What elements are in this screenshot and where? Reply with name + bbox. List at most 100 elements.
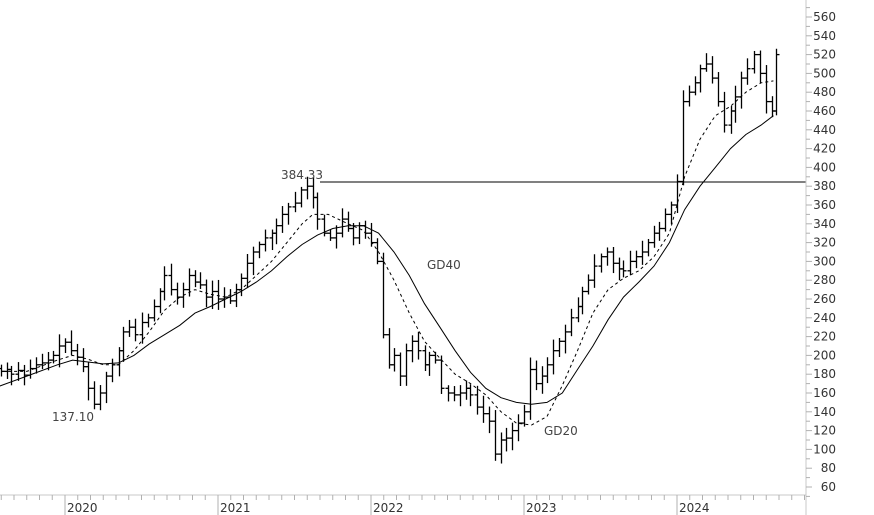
price-bar bbox=[521, 404, 528, 427]
price-bar bbox=[192, 270, 199, 288]
price-bar bbox=[80, 348, 87, 373]
y-tick-label: 80 bbox=[821, 461, 836, 475]
price-bar bbox=[244, 254, 251, 289]
price-bar bbox=[368, 222, 375, 247]
price-bars bbox=[0, 48, 780, 464]
price-bar bbox=[356, 222, 363, 245]
x-year-label: 2023 bbox=[526, 501, 557, 515]
price-bar bbox=[645, 238, 652, 257]
price-bar bbox=[27, 359, 34, 379]
price-bar bbox=[757, 50, 764, 84]
price-bar bbox=[391, 348, 398, 372]
y-tick-label: 340 bbox=[813, 217, 836, 231]
price-bar bbox=[498, 432, 505, 464]
price-bar bbox=[651, 225, 658, 248]
price-bar bbox=[403, 343, 410, 386]
high-label: 384.33 bbox=[281, 168, 323, 182]
y-tick-label: 260 bbox=[813, 292, 836, 306]
price-bar bbox=[656, 221, 663, 241]
y-tick-label: 500 bbox=[813, 66, 836, 80]
price-bar bbox=[457, 385, 464, 407]
price-bar bbox=[426, 351, 433, 376]
price-bar bbox=[221, 287, 228, 308]
price-bar bbox=[627, 250, 634, 276]
price-bar bbox=[480, 395, 487, 423]
price-bar bbox=[56, 334, 63, 368]
price-bar bbox=[422, 345, 429, 371]
y-tick-label: 460 bbox=[813, 104, 836, 118]
price-bar bbox=[633, 250, 640, 269]
price-bar bbox=[126, 319, 133, 337]
price-bar bbox=[763, 65, 770, 114]
price-bar bbox=[109, 358, 116, 383]
price-bar bbox=[562, 324, 569, 354]
price-bar bbox=[380, 252, 387, 339]
y-axis-ticks: 560 540 520 500 480 460 440 420 400 380 360 340 320 3… bbox=[806, 7, 836, 497]
gd40-label: GD40 bbox=[427, 258, 461, 272]
price-bar bbox=[732, 85, 739, 123]
price-bar bbox=[151, 299, 158, 322]
y-tick-label: 120 bbox=[813, 424, 836, 438]
y-tick-label: 220 bbox=[813, 330, 836, 344]
gd20-moving-average-line bbox=[0, 80, 774, 426]
price-bar bbox=[91, 381, 98, 410]
x-axis-ticks: 2020 2021 2022 2023 2024 bbox=[0, 495, 805, 515]
price-bar bbox=[362, 220, 369, 239]
price-bar bbox=[509, 422, 516, 451]
price-bar bbox=[662, 208, 669, 232]
y-tick-label: 240 bbox=[813, 311, 836, 325]
price-bar bbox=[250, 246, 257, 276]
price-bar bbox=[773, 48, 780, 116]
price-bar bbox=[721, 91, 728, 133]
y-tick-label: 180 bbox=[813, 367, 836, 381]
price-bar bbox=[610, 246, 617, 274]
price-bar bbox=[415, 331, 422, 360]
price-bar bbox=[174, 282, 181, 305]
price-bar bbox=[550, 339, 557, 375]
price-bar bbox=[515, 414, 522, 442]
y-tick-label: 60 bbox=[821, 480, 836, 494]
x-year-label: 2020 bbox=[67, 501, 98, 515]
price-bar bbox=[180, 282, 187, 308]
price-bar bbox=[333, 225, 340, 249]
y-tick-label: 440 bbox=[813, 123, 836, 137]
price-bar bbox=[527, 357, 534, 420]
price-bar bbox=[256, 241, 263, 259]
price-bar bbox=[575, 297, 582, 323]
y-tick-label: 520 bbox=[813, 48, 836, 62]
price-bar bbox=[556, 337, 563, 357]
price-bar bbox=[620, 260, 627, 278]
gd20-label: GD20 bbox=[544, 424, 578, 438]
y-tick-label: 280 bbox=[813, 273, 836, 287]
price-bar bbox=[161, 266, 168, 301]
price-bar bbox=[168, 263, 175, 296]
y-tick-label: 540 bbox=[813, 29, 836, 43]
price-bar bbox=[33, 357, 40, 374]
price-bar bbox=[233, 283, 240, 308]
price-bar bbox=[668, 201, 675, 225]
price-bar bbox=[386, 328, 393, 369]
price-bar bbox=[350, 223, 357, 246]
price-bar bbox=[568, 308, 575, 337]
y-tick-label: 200 bbox=[813, 348, 836, 362]
price-bar bbox=[103, 371, 110, 404]
price-bar bbox=[262, 229, 269, 252]
price-bar bbox=[39, 353, 46, 370]
price-bar bbox=[544, 357, 551, 384]
price-bar bbox=[579, 286, 586, 315]
y-tick-label: 360 bbox=[813, 198, 836, 212]
y-tick-label: 480 bbox=[813, 85, 836, 99]
price-bar bbox=[728, 106, 735, 134]
price-bar bbox=[715, 72, 722, 107]
price-bar bbox=[273, 218, 280, 245]
price-bar bbox=[474, 385, 481, 415]
price-bar bbox=[451, 386, 458, 402]
price-bar bbox=[492, 410, 499, 461]
price-bar bbox=[533, 360, 540, 391]
price-bar bbox=[314, 192, 321, 230]
low-label: 137.10 bbox=[52, 410, 94, 424]
price-bar bbox=[445, 385, 452, 402]
price-bar bbox=[68, 330, 75, 356]
price-bar bbox=[285, 202, 292, 225]
